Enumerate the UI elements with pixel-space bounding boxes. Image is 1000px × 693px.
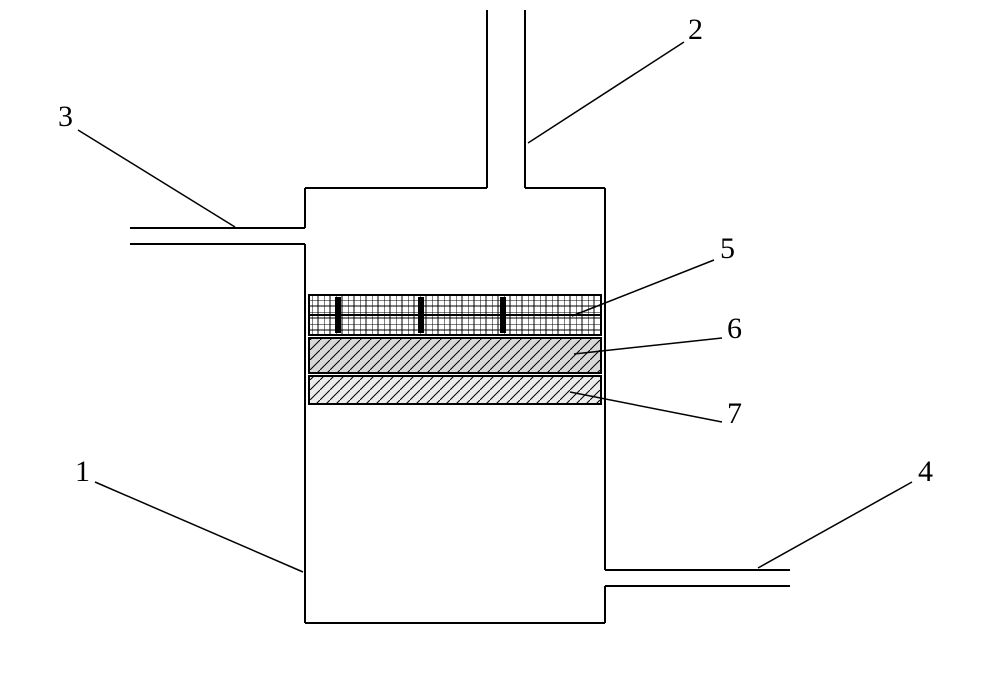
leader-3 [78,130,235,227]
main-body [305,188,605,623]
label-5: 5 [720,232,735,266]
leader-5 [572,260,714,316]
top-pipe [487,10,525,188]
label-6: 6 [727,312,742,346]
label-3: 3 [58,100,73,134]
leader-2 [528,42,684,143]
diagram-svg [0,0,1000,688]
leader-7 [570,392,722,422]
left-pipe [130,228,305,244]
label-1: 1 [75,455,90,489]
leader-4 [758,482,912,568]
layer-5 [309,295,601,335]
label-2: 2 [688,13,703,47]
layer-7 [309,376,601,404]
label-4: 4 [918,455,933,489]
label-7: 7 [727,397,742,431]
leader-1 [95,482,303,572]
diagram-container: 1 2 3 4 5 6 7 [0,0,1000,688]
right-pipe [605,570,790,586]
layer-6 [309,338,601,373]
